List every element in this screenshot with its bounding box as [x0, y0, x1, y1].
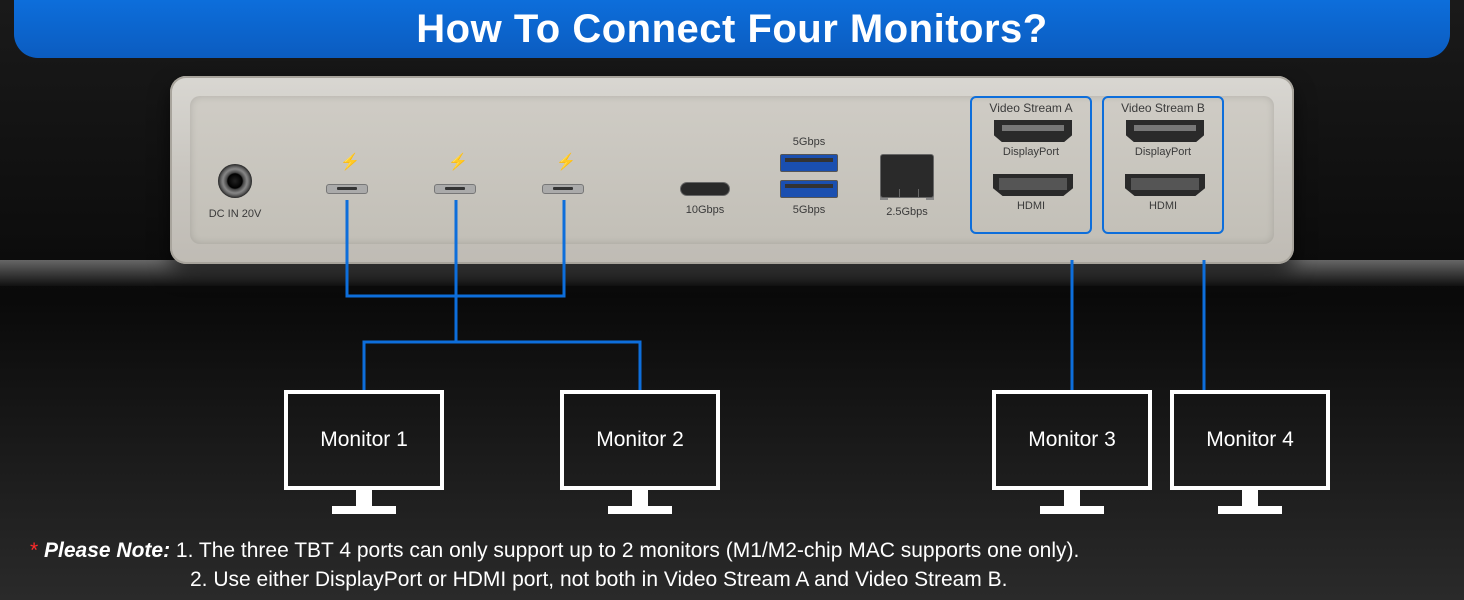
monitor-3-label: Monitor 3	[1028, 428, 1116, 452]
footnote-asterisk: *	[30, 539, 44, 562]
monitor-1-label: Monitor 1	[320, 428, 408, 452]
footnote-bold: Please Note:	[44, 539, 170, 562]
usb-c-10g-label: 10Gbps	[670, 204, 740, 216]
title-bar: How To Connect Four Monitors?	[14, 0, 1450, 58]
monitor-base-icon	[608, 506, 672, 514]
thunderbolt-icon: ⚡	[448, 152, 468, 172]
ethernet-label: 2.5Gbps	[874, 206, 940, 218]
thunderbolt-icon: ⚡	[556, 152, 576, 172]
thunderbolt-icon: ⚡	[340, 152, 360, 172]
page-title: How To Connect Four Monitors?	[416, 7, 1047, 52]
monitor-screen-icon: Monitor 3	[992, 390, 1152, 490]
monitor-4: Monitor 4	[1170, 390, 1330, 514]
video-stream-a-box: Video Stream A DisplayPort HDMI	[970, 96, 1092, 234]
monitor-4-label: Monitor 4	[1206, 428, 1294, 452]
hdmi-b-label: HDMI	[1104, 200, 1222, 212]
usb-a-top-port	[780, 154, 838, 172]
video-stream-a-title: Video Stream A	[972, 101, 1090, 115]
displayport-a-label: DisplayPort	[972, 146, 1090, 158]
monitor-stand-icon	[356, 490, 372, 506]
usb-c-10g-port	[680, 182, 730, 196]
hdmi-a-icon	[993, 174, 1073, 196]
thunderbolt-port-1	[326, 184, 368, 194]
video-stream-b-box: Video Stream B DisplayPort HDMI	[1102, 96, 1224, 234]
thunderbolt-port-2	[434, 184, 476, 194]
monitor-screen-icon: Monitor 1	[284, 390, 444, 490]
footnote-line-2: 2. Use either DisplayPort or HDMI port, …	[30, 565, 1434, 594]
dock-body: DC IN 20V ⚡ ⚡ ⚡ 10Gbps 5Gbps 5Gbps 2.5Gb…	[170, 76, 1294, 264]
video-stream-b-title: Video Stream B	[1104, 101, 1222, 115]
monitor-3: Monitor 3	[992, 390, 1152, 514]
hdmi-b-icon	[1125, 174, 1205, 196]
usb-a-bottom-label: 5Gbps	[778, 204, 840, 216]
monitor-2-label: Monitor 2	[596, 428, 684, 452]
monitor-1: Monitor 1	[284, 390, 444, 514]
ethernet-port-icon	[880, 154, 934, 198]
monitor-stand-icon	[632, 490, 648, 506]
footnote-line-1: * Please Note: 1. The three TBT 4 ports …	[30, 536, 1434, 565]
displayport-b-label: DisplayPort	[1104, 146, 1222, 158]
displayport-b-icon	[1126, 120, 1204, 142]
monitor-screen-icon: Monitor 2	[560, 390, 720, 490]
usb-a-top-label: 5Gbps	[778, 136, 840, 148]
footnote-text-1: 1. The three TBT 4 ports can only suppor…	[170, 539, 1079, 562]
monitor-2: Monitor 2	[560, 390, 720, 514]
usb-a-bottom-port	[780, 180, 838, 198]
displayport-a-icon	[994, 120, 1072, 142]
hdmi-a-label: HDMI	[972, 200, 1090, 212]
monitor-stand-icon	[1242, 490, 1258, 506]
monitor-base-icon	[332, 506, 396, 514]
monitor-base-icon	[1040, 506, 1104, 514]
footnote: * Please Note: 1. The three TBT 4 ports …	[30, 536, 1434, 595]
dc-label: DC IN 20V	[206, 208, 264, 220]
thunderbolt-port-3	[542, 184, 584, 194]
dc-jack-icon	[218, 164, 252, 198]
monitor-screen-icon: Monitor 4	[1170, 390, 1330, 490]
monitor-stand-icon	[1064, 490, 1080, 506]
monitor-base-icon	[1218, 506, 1282, 514]
